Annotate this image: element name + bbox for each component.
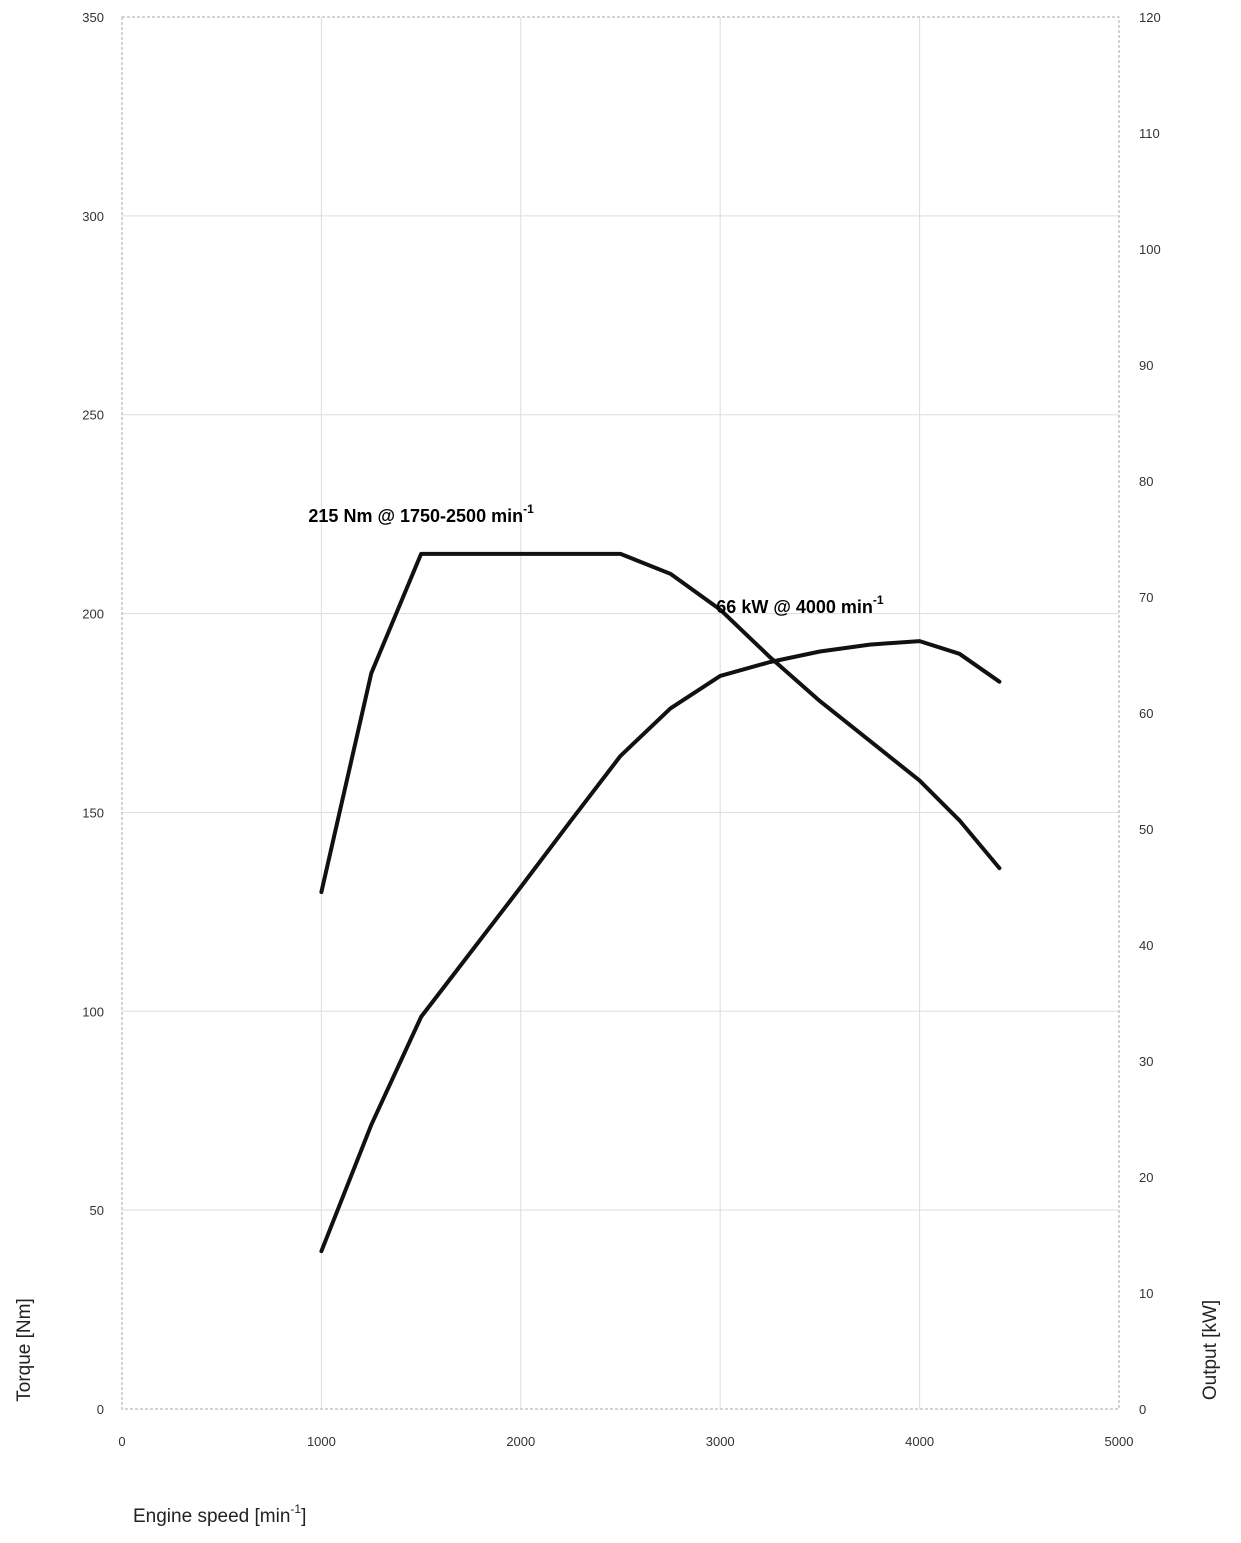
y-right-axis-title: Output [kW] — [1200, 1300, 1221, 1400]
x-tick-label: 5000 — [1105, 1434, 1134, 1449]
y-right-tick-label: 70 — [1139, 590, 1153, 605]
x-tick-label: 2000 — [506, 1434, 535, 1449]
y-left-axis-ticks: 0 50 100 150 200 250 300 350 — [82, 10, 104, 1417]
y-right-tick-label: 120 — [1139, 10, 1161, 25]
y-right-tick-label: 10 — [1139, 1286, 1153, 1301]
x-axis-ticks: 0 1000 2000 3000 4000 5000 — [118, 1434, 1133, 1449]
grid — [122, 17, 1119, 1409]
torque-peak-annotation: 215 Nm @ 1750-2500 min-1 — [308, 502, 534, 526]
y-left-tick-label: 250 — [82, 408, 104, 423]
output-peak-annotation: 66 kW @ 4000 min-1 — [716, 593, 884, 617]
y-right-tick-label: 0 — [1139, 1402, 1146, 1417]
y-left-tick-label: 150 — [82, 805, 104, 820]
y-left-tick-label: 100 — [82, 1004, 104, 1019]
x-tick-label: 3000 — [706, 1434, 735, 1449]
plot-frame — [121, 16, 1120, 1410]
y-left-tick-label: 350 — [82, 10, 104, 25]
output-line — [319, 639, 1002, 1254]
y-right-tick-label: 100 — [1139, 242, 1161, 257]
y-right-tick-label: 80 — [1139, 474, 1153, 489]
y-left-tick-label: 0 — [97, 1402, 104, 1417]
y-left-tick-label: 200 — [82, 607, 104, 622]
y-left-tick-label: 300 — [82, 209, 104, 224]
series — [319, 551, 1002, 1254]
y-right-tick-label: 60 — [1139, 706, 1153, 721]
x-tick-label: 4000 — [905, 1434, 934, 1449]
y-right-tick-label: 110 — [1139, 126, 1160, 141]
torque-line — [319, 551, 1002, 894]
y-right-tick-label: 20 — [1139, 1170, 1153, 1185]
y-right-axis-ticks: 0 10 20 30 40 50 60 70 80 90 100 110 120 — [1139, 10, 1161, 1417]
y-right-tick-label: 40 — [1139, 938, 1153, 953]
y-right-tick-label: 90 — [1139, 358, 1153, 373]
annotations: 215 Nm @ 1750-2500 min-1 66 kW @ 4000 min… — [308, 502, 884, 617]
y-right-tick-label: 50 — [1139, 822, 1153, 837]
y-left-axis-title: Torque [Nm] — [14, 1298, 35, 1401]
y-left-tick-label: 50 — [90, 1203, 104, 1218]
x-tick-label: 0 — [118, 1434, 125, 1449]
x-tick-label: 1000 — [307, 1434, 336, 1449]
x-axis-title: Engine speed [min-1] — [133, 1502, 306, 1527]
y-right-tick-label: 30 — [1139, 1054, 1153, 1069]
